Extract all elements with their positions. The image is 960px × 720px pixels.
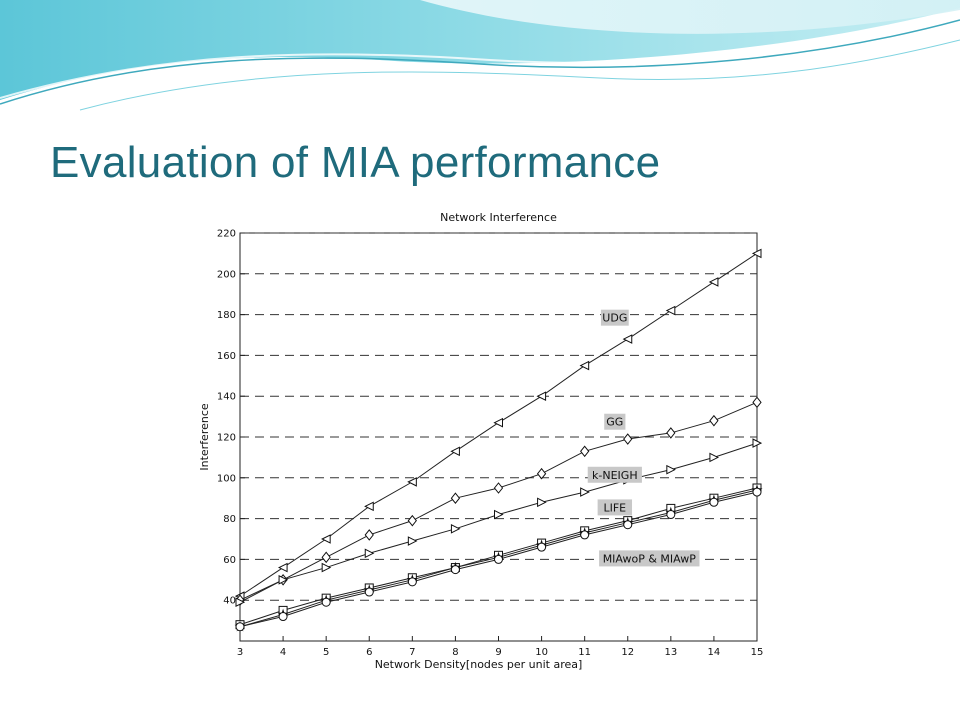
x-tick-label: 3	[237, 647, 243, 658]
x-tick-label: 9	[495, 647, 501, 658]
series-2-point	[752, 438, 763, 448]
y-tick-label: 180	[217, 310, 236, 321]
series-0-point	[622, 334, 633, 344]
series-1-point	[752, 396, 762, 409]
series-5-point	[494, 554, 503, 564]
series-0-point	[708, 277, 719, 287]
series-5-point	[580, 530, 590, 540]
series-2-point	[278, 574, 289, 585]
y-tick-label: 120	[217, 433, 236, 444]
series-5-point	[321, 597, 331, 607]
series-5-point	[752, 487, 762, 497]
series-0-point	[751, 248, 762, 259]
series-1-point	[493, 482, 504, 494]
x-tick-label: 8	[452, 647, 458, 658]
series-0-point	[536, 391, 547, 402]
x-axis-label: Network Density[nodes per unit area]	[375, 658, 583, 671]
y-tick-label: 200	[217, 269, 236, 280]
series-5-point	[235, 622, 245, 632]
series-2-point	[364, 548, 375, 559]
series-0-point	[450, 446, 460, 457]
y-tick-label: 160	[217, 351, 236, 362]
x-tick-label: 10	[535, 647, 548, 658]
x-tick-label: 5	[323, 647, 329, 658]
x-tick-label: 12	[621, 647, 634, 658]
series-5-point	[278, 612, 288, 622]
annotation-label: LIFE	[603, 501, 626, 514]
series-1-point	[364, 529, 374, 541]
y-tick-label: 140	[217, 392, 236, 403]
series-5-point	[709, 497, 719, 507]
x-tick-label: 14	[708, 647, 721, 658]
series-2-point	[450, 523, 461, 534]
annotation-label: k-NEIGH	[592, 469, 638, 482]
x-tick-label: 6	[366, 647, 372, 658]
header-decoration	[0, 0, 960, 111]
series-2-point	[537, 497, 547, 508]
annotation-label: GG	[606, 416, 623, 429]
series-2-point	[580, 487, 590, 497]
x-tick-label: 11	[578, 647, 591, 658]
slide-title: Evaluation of MIA performance	[50, 138, 661, 187]
y-tick-label: 100	[217, 473, 236, 484]
series-0-point	[579, 360, 590, 371]
annotation-box	[597, 499, 633, 516]
annotation-box	[604, 413, 626, 430]
x-tick-label: 4	[280, 647, 286, 658]
chart-panel: 40 60 80 100 120 140 160 180 200 220 3 4 5 6 7 8 9 10 11 12…	[180, 190, 780, 690]
annotation-box	[599, 550, 700, 567]
series-1-point	[623, 433, 633, 445]
series-2-point	[709, 452, 720, 463]
series-5-point	[623, 520, 633, 530]
series-0-point	[665, 305, 676, 316]
series-5-point	[364, 587, 374, 597]
series-2-point	[666, 464, 676, 475]
y-axis-label: Interference	[198, 403, 211, 471]
series-1-point	[709, 414, 719, 427]
series-0-point	[321, 534, 331, 544]
series-5-point	[407, 577, 417, 587]
y-tick-label: 40	[223, 596, 236, 607]
annotation-label: MIAwoP & MIAwP	[603, 552, 697, 565]
y-tick-label: 60	[223, 555, 236, 566]
series-1-point	[450, 492, 461, 505]
series-5-point	[666, 510, 676, 520]
y-tick-label: 220	[217, 229, 236, 240]
series-2-point	[494, 509, 504, 520]
x-tick-label: 7	[409, 647, 415, 658]
annotation-box	[600, 309, 629, 326]
series-0-point	[407, 477, 417, 487]
x-tick-label: 15	[751, 647, 764, 658]
series-1-point	[321, 551, 331, 564]
series-2-point	[321, 562, 332, 573]
annotation-box	[587, 466, 642, 483]
y-tick-label: 80	[223, 514, 236, 525]
interference-chart: 40 60 80 100 120 140 160 180 200 220 3 4 5 6 7 8 9 10 11 12…	[198, 211, 764, 671]
series-0-point	[364, 501, 374, 512]
series-0-point	[493, 417, 503, 428]
series-2-point	[235, 597, 246, 608]
chart-title: Network Interference	[440, 211, 557, 224]
annotation-label: UDG	[602, 312, 627, 325]
series-5-point	[537, 542, 547, 552]
x-tick-label: 13	[664, 647, 677, 658]
series-1-point	[407, 514, 417, 527]
series-5-point	[450, 565, 460, 575]
series-1-point	[536, 467, 547, 480]
series-2-point	[407, 536, 418, 546]
series-1-point	[580, 445, 590, 458]
series-0-point	[277, 562, 288, 573]
series-1-point	[666, 427, 676, 439]
